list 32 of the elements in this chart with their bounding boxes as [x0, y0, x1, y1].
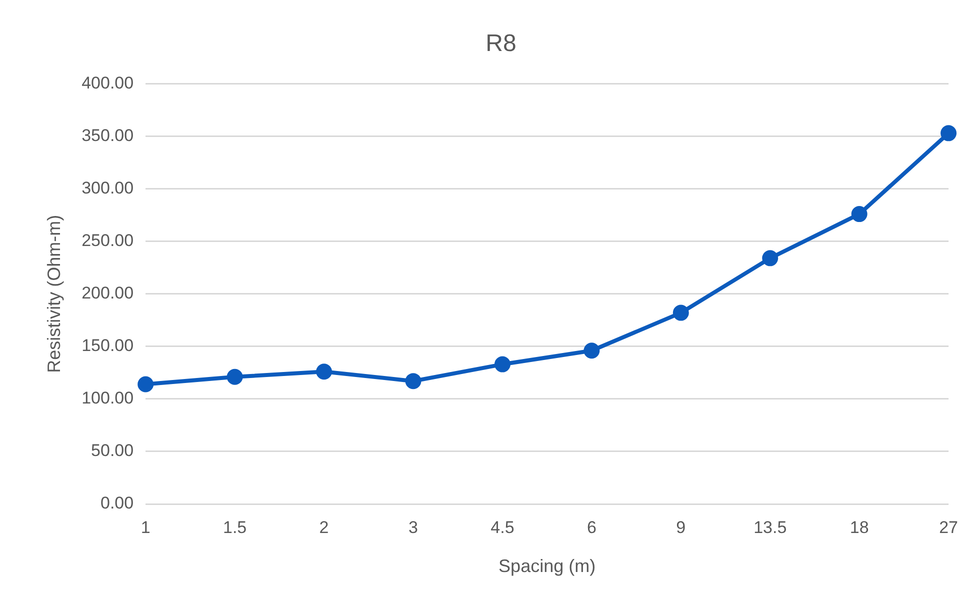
- point: [316, 364, 332, 380]
- point: [584, 342, 600, 359]
- point: [138, 376, 154, 392]
- x-tick-label: 3: [408, 518, 418, 537]
- x-tick-label: 1.5: [222, 518, 247, 537]
- x-tick-label: 1: [140, 518, 150, 537]
- point: [940, 125, 957, 142]
- point: [672, 304, 689, 321]
- y-tick-label: 400.00: [82, 73, 134, 92]
- x-tick-label: 4.5: [490, 518, 514, 537]
- x-axis-title: Spacing (m): [498, 556, 596, 576]
- y-tick-label: 250.00: [82, 231, 134, 250]
- point: [494, 356, 510, 372]
- point: [226, 368, 243, 385]
- y-tick-label: 200.00: [82, 284, 134, 303]
- y-tick-label: 50.00: [91, 441, 134, 460]
- y-tick-label: 300.00: [82, 178, 134, 198]
- x-tick-label: 18: [850, 518, 869, 537]
- point: [851, 206, 868, 222]
- x-tick-label: 6: [586, 518, 596, 537]
- x-tick-label: 27: [939, 518, 958, 537]
- y-axis-title: Resistivity (Ohm-m): [44, 214, 64, 373]
- y-tick-label: 0.00: [100, 494, 134, 513]
- chart-title: R8: [486, 30, 516, 58]
- y-tick-label: 350.00: [82, 126, 134, 146]
- x-tick-label: 2: [319, 518, 329, 537]
- x-tick-label: 9: [676, 518, 686, 537]
- point: [405, 373, 422, 390]
- y-tick-label: 150.00: [82, 336, 134, 356]
- y-tick-label: 100.00: [82, 388, 134, 408]
- x-tick-label: 13.5: [754, 518, 787, 537]
- point: [762, 250, 778, 266]
